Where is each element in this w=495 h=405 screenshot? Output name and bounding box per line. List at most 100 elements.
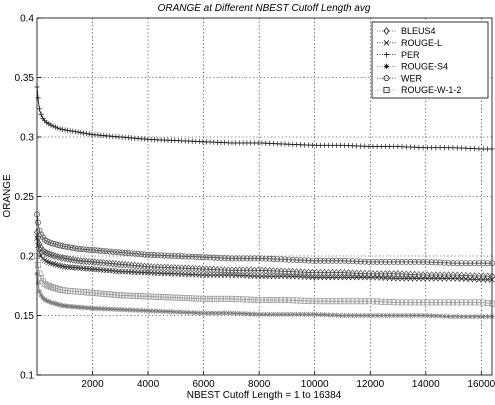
data-point — [185, 253, 192, 260]
data-point — [357, 258, 364, 265]
legend-item: WER — [377, 73, 422, 83]
data-point — [333, 274, 340, 281]
data-point — [193, 310, 199, 316]
data-point — [232, 255, 239, 262]
data-point — [437, 299, 444, 306]
data-point — [199, 295, 206, 302]
data-point — [229, 295, 235, 302]
data-point — [182, 295, 189, 302]
data-point — [151, 293, 158, 300]
data-point — [35, 219, 41, 226]
data-point — [420, 259, 427, 265]
data-point — [125, 250, 132, 257]
data-point — [236, 255, 243, 262]
legend-marker — [383, 39, 390, 46]
data-point — [374, 298, 381, 305]
data-point — [378, 259, 385, 265]
data-point — [370, 312, 376, 319]
x-tick-label: 10000 — [301, 379, 329, 390]
data-point — [305, 311, 312, 317]
data-point — [337, 298, 344, 305]
data-point — [325, 257, 332, 264]
data-point — [394, 299, 401, 306]
data-point — [75, 304, 81, 310]
data-point — [428, 259, 435, 266]
data-point — [281, 267, 289, 276]
data-point — [106, 248, 113, 255]
data-point — [357, 274, 364, 281]
data-point — [471, 299, 478, 306]
data-point — [341, 268, 348, 277]
x-tick-label: 8000 — [248, 379, 271, 390]
legend-label: ROUGE-L — [401, 38, 442, 48]
data-point — [144, 293, 151, 300]
data-point — [259, 311, 265, 317]
data-point — [445, 299, 452, 306]
data-point — [445, 259, 452, 266]
data-point — [274, 267, 281, 275]
data-point — [297, 257, 304, 264]
data-point — [313, 257, 320, 264]
data-point — [463, 276, 469, 282]
legend-marker — [383, 52, 390, 58]
data-point — [94, 247, 101, 254]
data-point — [78, 304, 84, 310]
data-point — [366, 274, 372, 281]
data-point — [321, 268, 328, 277]
data-point — [210, 295, 217, 302]
data-point — [98, 306, 104, 312]
data-point — [262, 255, 269, 262]
data-point — [175, 253, 182, 260]
data-point — [329, 312, 335, 318]
data-point — [89, 247, 96, 253]
data-point — [361, 298, 368, 305]
data-point — [485, 314, 491, 320]
data-point — [313, 268, 320, 277]
data-point — [462, 260, 469, 267]
data-point — [293, 257, 300, 263]
data-point — [476, 314, 482, 320]
data-point — [172, 309, 178, 315]
data-point — [333, 298, 340, 305]
data-point — [445, 275, 452, 282]
data-point — [67, 264, 74, 271]
data-point — [480, 146, 486, 152]
data-point — [450, 260, 456, 267]
data-point — [349, 312, 356, 319]
x-axis-label: NBEST Cutoff Length = 1 to 16384 — [187, 390, 342, 401]
data-point — [321, 298, 328, 305]
ticks: 2000 4000 6000 8000 10000 12000 14000 16000 0.1 0… — [15, 14, 495, 391]
data-point — [341, 298, 348, 305]
data-point — [476, 276, 482, 283]
data-point — [274, 297, 281, 303]
data-point — [333, 268, 340, 277]
data-point — [80, 304, 87, 311]
legend-marker — [383, 27, 390, 35]
data-point — [91, 247, 98, 254]
data-point — [395, 312, 401, 319]
data-point — [189, 295, 196, 302]
data-point — [100, 290, 107, 297]
data-point — [433, 313, 439, 319]
legend-label: ROUGE-W-1-2 — [401, 85, 461, 95]
data-point — [317, 311, 323, 318]
data-point — [301, 311, 308, 317]
data-point — [353, 258, 360, 265]
data-point — [294, 311, 300, 317]
data-point — [119, 249, 126, 256]
data-point — [454, 314, 460, 320]
x-tick-label: 16000 — [467, 379, 495, 390]
data-point — [155, 308, 161, 314]
data-point — [403, 275, 410, 282]
chart-title: ORANGE at Different NBEST Cutoff Length … — [158, 3, 371, 14]
data-point — [244, 311, 250, 317]
data-point — [229, 255, 235, 262]
data-point — [266, 297, 273, 303]
data-point — [297, 297, 304, 304]
data-point — [480, 299, 487, 306]
data-point — [285, 256, 292, 263]
data-point — [116, 292, 122, 299]
data-point — [341, 312, 348, 319]
